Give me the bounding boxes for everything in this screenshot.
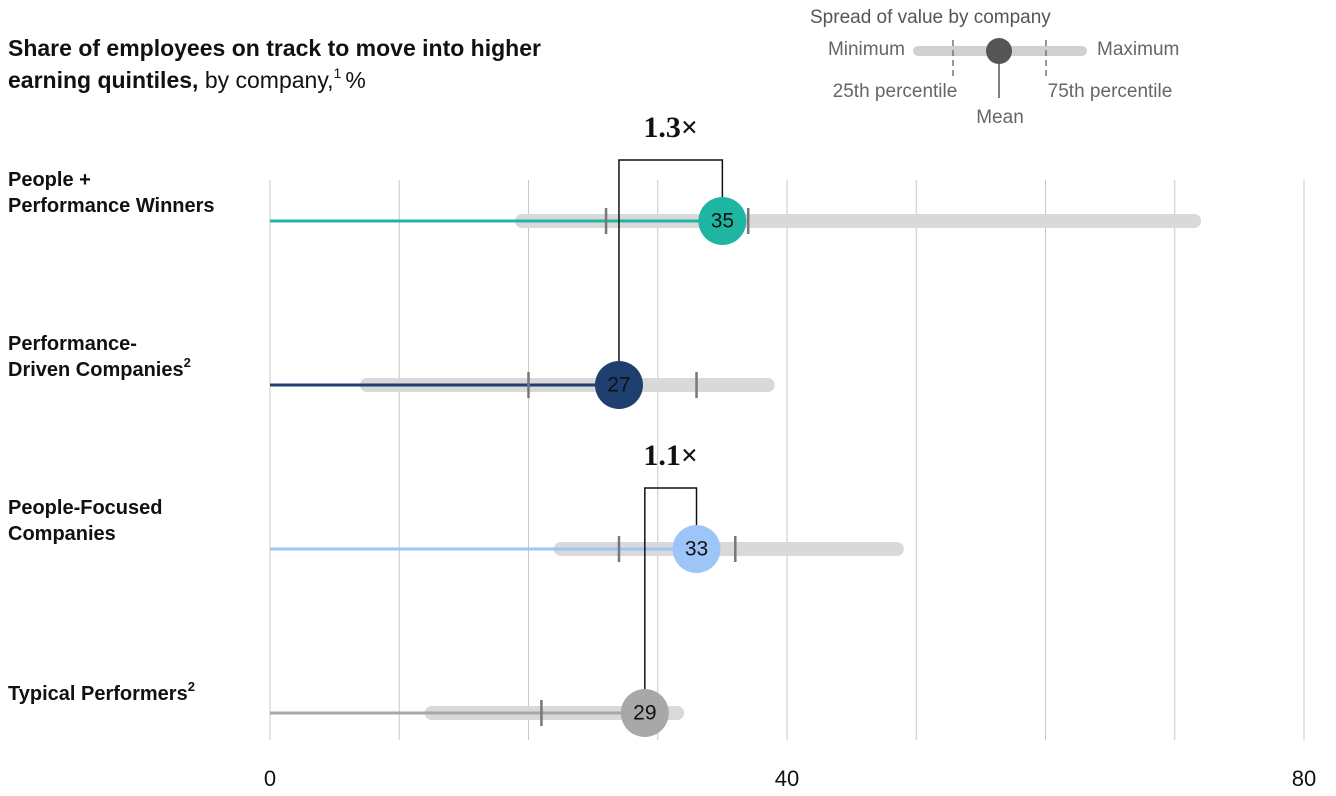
- legend-title: Spread of value by company: [810, 7, 1051, 28]
- category-label: Performance- Driven Companies2: [8, 333, 191, 381]
- category-line: Performance-: [8, 333, 137, 355]
- mean-dot: [672, 525, 721, 573]
- category-line: People-Focused: [8, 497, 162, 519]
- legend-q1-label: 25th percentile: [833, 81, 958, 102]
- category-line: Performance Winners: [8, 195, 215, 217]
- title-line: earning quintiles,: [8, 67, 198, 93]
- bracket: [618, 159, 724, 361]
- mean-label: 29: [633, 702, 656, 725]
- plot: 0 40 80 People + Performance Winners 35 Perfor…: [8, 111, 1316, 791]
- title: Share of employees on track to move into…: [8, 35, 541, 93]
- x-tick-label: 40: [775, 766, 799, 791]
- category-label: People-Focused Companies: [8, 497, 162, 545]
- category-line: Companies: [8, 523, 116, 545]
- mean-label: 33: [685, 538, 708, 561]
- category-label: Typical Performers2: [8, 679, 195, 705]
- footnote: 1: [334, 65, 342, 81]
- mean-label: 35: [711, 210, 734, 233]
- legend-q3-label: 75th percentile: [1048, 81, 1173, 102]
- mean-dot: [594, 361, 643, 409]
- x-tick-label: 80: [1292, 766, 1316, 791]
- footnote: 2: [184, 355, 191, 370]
- bracket: [644, 487, 698, 689]
- mean-dot: [698, 197, 747, 245]
- annotation: 1.3×: [643, 111, 698, 144]
- mean-label: 27: [607, 374, 630, 397]
- category-line: Driven Companies: [8, 359, 184, 381]
- legend-min: Minimum: [828, 39, 905, 60]
- annotation: 1.1×: [643, 439, 698, 472]
- legend-mean-label: Mean: [976, 107, 1024, 128]
- category-line: Typical Performers: [8, 683, 188, 705]
- legend: Spread of value by company Minimum Maxim…: [810, 7, 1179, 128]
- mean-dot: [620, 689, 669, 737]
- title-line: earning quintiles, by company,1%: [8, 65, 366, 93]
- legend-max: Maximum: [1097, 39, 1179, 60]
- title-rest: by company,: [205, 67, 334, 93]
- category-line: People +: [8, 169, 91, 191]
- unit: %: [345, 67, 365, 93]
- x-tick-label: 0: [264, 766, 276, 791]
- legend-mean-dot: [986, 38, 1012, 64]
- footnote: 2: [188, 679, 195, 694]
- category-label: People + Performance Winners: [8, 169, 215, 217]
- title-line: Share of employees on track to move into…: [8, 35, 541, 61]
